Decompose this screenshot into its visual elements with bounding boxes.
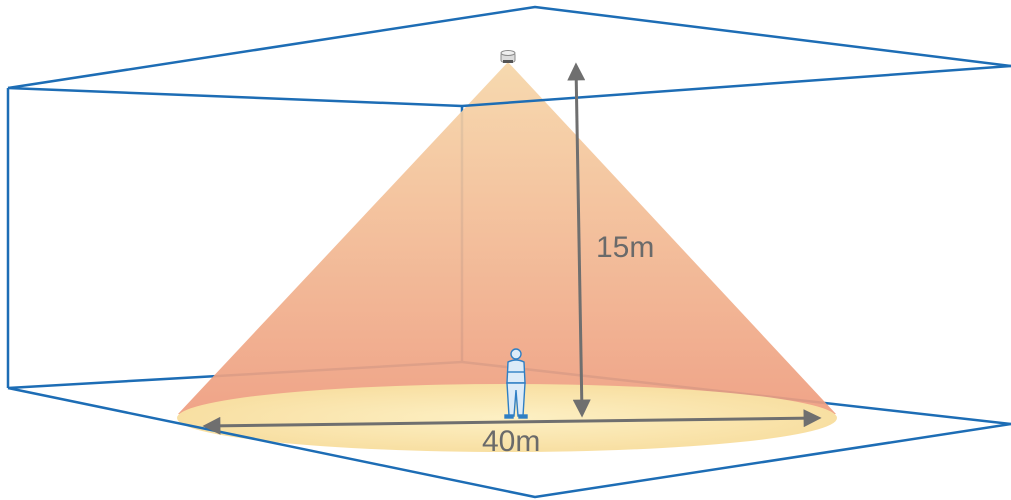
ceiling-sensor-icon [500,50,516,63]
sensor-detection-cone [178,62,836,414]
room-outline [6,5,1011,499]
height-dimension-arrow [567,62,591,418]
height-label: 15m [596,231,654,264]
width-label: 40m [482,425,540,458]
width-dimension-arrow [202,409,822,435]
